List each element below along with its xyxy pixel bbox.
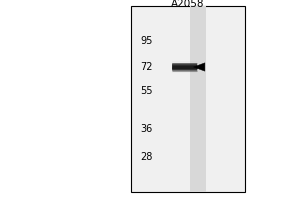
Text: 55: 55 [140, 86, 153, 96]
Text: 72: 72 [140, 62, 153, 72]
Bar [190, 6, 206, 192]
Text: 36: 36 [141, 124, 153, 134]
Polygon shape [194, 63, 205, 71]
Text: 95: 95 [141, 36, 153, 46]
Text: A2058: A2058 [171, 0, 204, 9]
Text: 28: 28 [141, 152, 153, 162]
Bar [130, 6, 244, 192]
